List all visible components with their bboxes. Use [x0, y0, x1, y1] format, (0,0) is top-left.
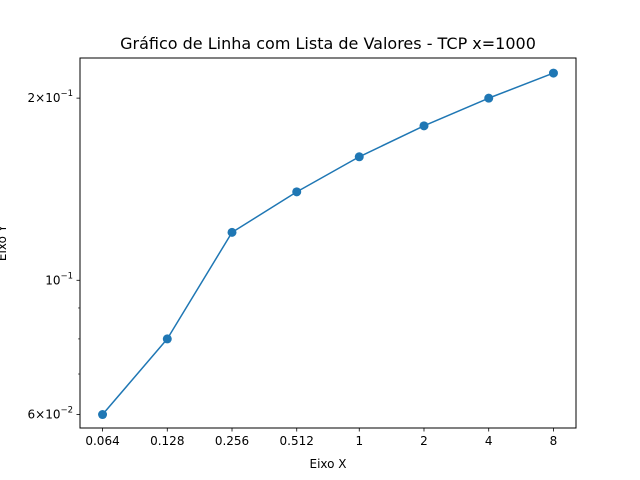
- y-tick-label: 6×10−2: [28, 406, 74, 422]
- data-point: [419, 121, 429, 131]
- x-tick-label: 0.128: [150, 434, 184, 448]
- x-tick-label: 0.064: [85, 434, 119, 448]
- data-point: [98, 410, 108, 420]
- x-tick-label: 0.512: [280, 434, 314, 448]
- data-point: [227, 227, 237, 237]
- x-tick-label: 2: [420, 434, 428, 448]
- x-axis-label: Eixo X: [309, 457, 346, 471]
- y-tick-label: 10−1: [45, 271, 73, 287]
- x-tick-label: 8: [550, 434, 558, 448]
- x-tick-label: 4: [485, 434, 493, 448]
- data-point: [292, 187, 302, 197]
- data-point: [548, 68, 558, 78]
- data-point: [354, 152, 364, 162]
- x-tick-label: 1: [355, 434, 363, 448]
- data-point: [484, 93, 494, 103]
- y-tick-label: 2×10−1: [28, 89, 74, 105]
- x-tick-label: 0.256: [215, 434, 249, 448]
- series-line: [101, 72, 554, 416]
- data-point: [162, 334, 172, 344]
- chart-title: Gráfico de Linha com Lista de Valores - …: [120, 34, 536, 53]
- plot-frame: [79, 57, 577, 429]
- y-axis-label: Eixo Y: [0, 224, 9, 261]
